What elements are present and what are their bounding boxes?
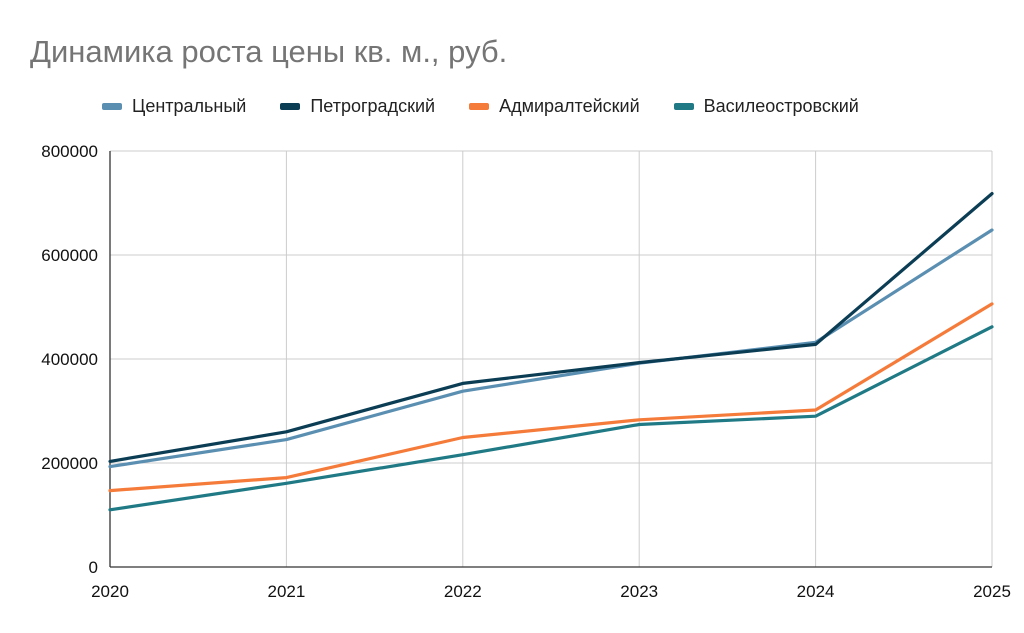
series-line: [108, 228, 994, 469]
series-line: [108, 325, 994, 512]
legend-item-admiralteysky[interactable]: Адмиралтейский: [469, 96, 640, 117]
x-tick-label: 2025: [973, 582, 1011, 601]
series-line: [108, 302, 994, 493]
x-tick-label: 2023: [620, 582, 658, 601]
legend-item-vasileostrovsky[interactable]: Василеостровский: [673, 95, 859, 117]
series-line: [108, 192, 994, 463]
y-tick-label: 800000: [41, 142, 98, 161]
legend-label: Василеостровский: [703, 95, 859, 116]
legend-swatch: [280, 102, 301, 110]
x-tick-label: 2022: [444, 582, 482, 601]
legend-item-petrogradsky[interactable]: Петроградский: [280, 96, 435, 117]
chart-title: Динамика роста цены кв. м., руб.: [30, 34, 508, 69]
x-tick-label: 2024: [797, 582, 835, 601]
y-tick-label: 200000: [41, 454, 98, 473]
y-tick-label: 0: [89, 558, 98, 577]
legend: Центральный Петроградский Адмиралтейский…: [102, 94, 893, 118]
legend-label: Петроградский: [310, 95, 436, 116]
legend-item-central[interactable]: Центральный: [102, 96, 246, 117]
legend-swatch: [102, 102, 122, 110]
legend-label: Адмиралтейский: [499, 95, 640, 116]
y-tick-label: 400000: [41, 350, 98, 369]
legend-swatch: [673, 102, 694, 110]
legend-swatch: [469, 102, 490, 110]
x-tick-label: 2021: [267, 582, 305, 601]
x-tick-label: 2020: [91, 582, 129, 601]
legend-label: Центральный: [132, 95, 247, 116]
y-tick-label: 600000: [41, 246, 98, 265]
